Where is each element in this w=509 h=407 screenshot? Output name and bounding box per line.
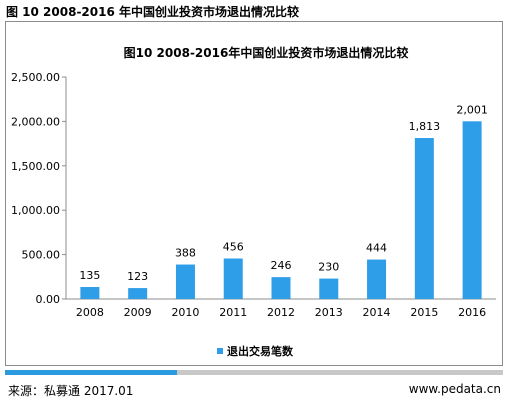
bar <box>271 277 291 299</box>
bar-data-label: 2,001 <box>456 103 488 116</box>
x-tick-label: 2011 <box>219 306 247 319</box>
bar-data-label: 388 <box>175 247 196 260</box>
chart-container: 图10 2008-2016年中国创业投资市场退出情况比较 0.00 500.00 1,… <box>5 21 503 366</box>
x-tick-label: 2008 <box>76 306 104 319</box>
footer-divider <box>5 370 503 375</box>
legend-swatch <box>217 348 223 354</box>
x-tick-label: 2012 <box>267 306 295 319</box>
bar-data-label: 1,813 <box>409 120 441 133</box>
legend-label: 退出交易笔数 <box>227 344 294 358</box>
chart-title: 图10 2008-2016年中国创业投资市场退出情况比较 <box>124 45 409 60</box>
y-tick-label: 2,000.00 <box>11 115 60 128</box>
website-link[interactable]: www.pedata.cn <box>408 382 501 396</box>
bar-data-label: 246 <box>271 259 292 272</box>
bar-data-label: 135 <box>79 269 100 282</box>
bar <box>223 258 243 299</box>
bar-data-label: 230 <box>318 261 339 274</box>
footer-divider-accent <box>5 370 177 375</box>
x-tick-label: 2014 <box>363 306 391 319</box>
x-tick-label: 2015 <box>410 306 438 319</box>
bar <box>175 264 195 299</box>
bar <box>367 259 387 299</box>
x-tick-label: 2013 <box>315 306 343 319</box>
y-tick-label: 0.00 <box>36 293 61 306</box>
bar-chart: 图10 2008-2016年中国创业投资市场退出情况比较 0.00 500.00 1,… <box>11 45 496 358</box>
bar-data-label: 456 <box>223 241 244 254</box>
bar <box>80 287 100 299</box>
x-tick-label: 2016 <box>458 306 486 319</box>
bar <box>319 278 339 299</box>
x-tick-label: 2009 <box>124 306 152 319</box>
bar-data-label: 444 <box>366 242 387 255</box>
bar <box>414 138 434 299</box>
page-header-title: 图 10 2008-2016 年中国创业投资市场退出情况比较 <box>6 5 300 19</box>
y-tick-label: 500.00 <box>22 249 61 262</box>
source-note: 来源：私募通 2017.01 <box>8 384 134 398</box>
y-tick-label: 1,500.00 <box>11 160 60 173</box>
y-tick-label: 1,000.00 <box>11 204 60 217</box>
bar <box>462 121 482 299</box>
x-tick-label: 2010 <box>171 306 199 319</box>
y-tick-label: 2,500.00 <box>11 71 60 84</box>
bar-data-label: 123 <box>127 270 148 283</box>
bar <box>128 288 148 299</box>
